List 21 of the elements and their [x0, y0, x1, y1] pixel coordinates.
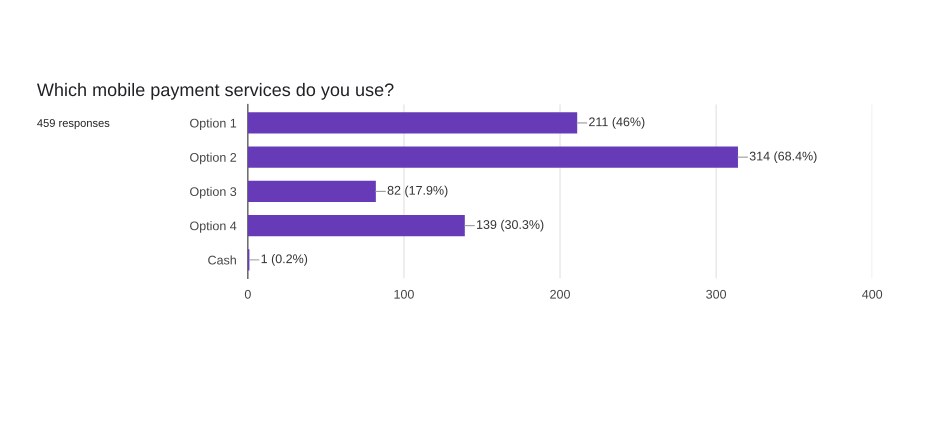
bar — [248, 180, 376, 202]
x-tick-label: 400 — [862, 290, 882, 299]
bar — [248, 146, 738, 168]
data-label: 139 (30.3%) — [477, 220, 544, 232]
data-label: 82 (17.9%) — [388, 186, 448, 198]
text: 459 responses — [37, 119, 110, 130]
data-label: 1 (0.2%) — [262, 254, 308, 266]
bar — [248, 215, 465, 236]
x-tick-label: 300 — [706, 290, 726, 299]
y-tick-label: Option 1 — [190, 118, 236, 130]
y-tick-label: Cash — [208, 255, 236, 265]
x-tick-label: 0 — [244, 290, 251, 299]
y-tick-label: Option 3 — [190, 186, 236, 199]
chart-title: Which mobile payment services do you use? — [36, 82, 394, 100]
data-label: 211 (46%) — [589, 117, 644, 129]
data-label: 314 (68.4%) — [750, 151, 817, 163]
x-tick-label: 200 — [550, 290, 570, 299]
x-tick-label: 100 — [394, 290, 414, 299]
bar — [248, 112, 578, 134]
y-tick-label: Option 4 — [190, 221, 236, 233]
y-tick-label: Option 2 — [190, 152, 236, 164]
